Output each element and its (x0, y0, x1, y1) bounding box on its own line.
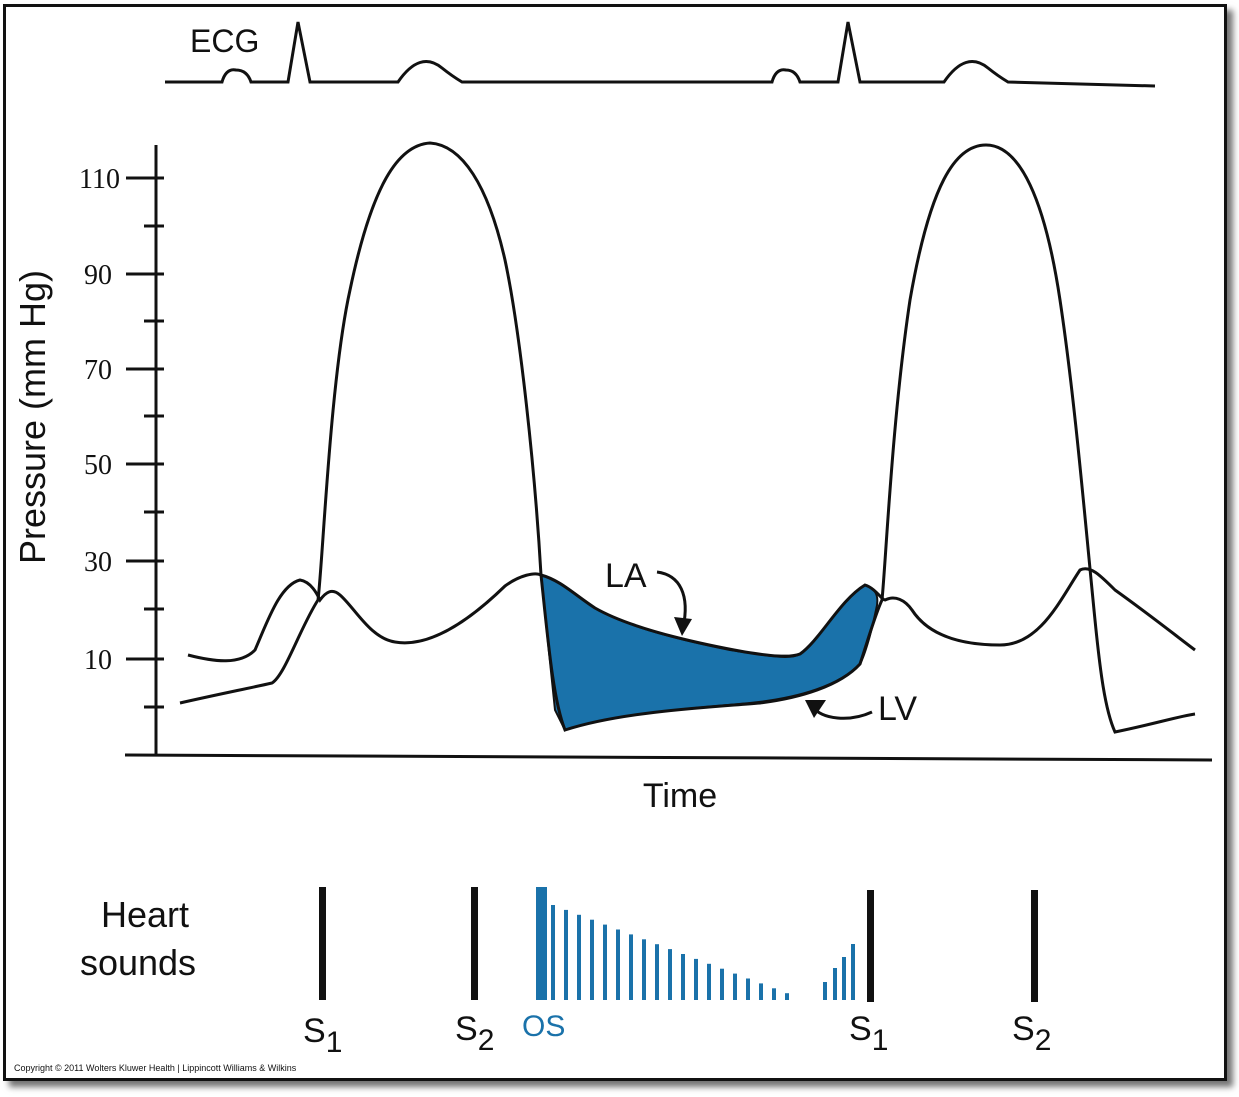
sound-label-s2-second: S2 (1012, 1010, 1051, 1057)
sound-label-s1-second: S1 (849, 1010, 888, 1057)
murmur-bar (590, 919, 594, 1000)
murmur-bar (577, 914, 581, 1000)
ecg-label: ECG (190, 23, 259, 59)
lv-pointer-arrow (810, 705, 873, 720)
s1-bar-first (319, 887, 326, 1000)
y-tick-label-90: 90 (84, 260, 112, 291)
murmur-bar (564, 909, 568, 1000)
murmur-bar (785, 993, 789, 1000)
murmur-bar (642, 939, 646, 1000)
x-axis-title: Time (643, 777, 717, 815)
murmur-bar (772, 988, 776, 1000)
y-tick-label-50: 50 (84, 450, 112, 481)
y-tick-label-110: 110 (79, 164, 120, 195)
sound-label-s2-first: S2 (455, 1010, 494, 1057)
murmur-bar (668, 949, 672, 1000)
sound-label-os: OS (522, 1010, 565, 1043)
lv-arrowhead-icon (805, 700, 826, 718)
sound-label-s1-first: S1 (303, 1012, 342, 1059)
murmur-bar (655, 944, 659, 1000)
presystolic-bar (842, 957, 846, 1000)
murmur-bar (707, 963, 711, 1000)
x-axis (124, 753, 1213, 762)
murmur-bar (694, 958, 698, 1000)
figure-frame (3, 4, 1227, 1081)
murmur-bar (603, 924, 607, 1000)
presystolic-bar (833, 968, 837, 1000)
s2-bar-first (471, 887, 478, 1000)
y-tick-label-70: 70 (84, 355, 112, 386)
y-tick-label-30: 30 (84, 547, 112, 578)
presystolic-bar (823, 982, 827, 1000)
murmur-bar (551, 905, 555, 1000)
lv-label: LV (878, 690, 917, 728)
lv-pressure-curve (179, 141, 1196, 734)
s1-bar-second (867, 890, 874, 1002)
la-label: LA (605, 557, 647, 595)
murmur-bar (759, 983, 763, 1000)
y-axis-title: Pressure (mm Hg) (12, 270, 53, 564)
presystolic-bar (851, 944, 855, 1000)
murmur-bar (616, 929, 620, 1000)
la-arrowhead-icon (674, 617, 692, 636)
murmur-bar (681, 954, 685, 1000)
heart-sounds-label-line2: sounds (80, 942, 196, 983)
ecg-trace (165, 21, 1156, 88)
heart-sounds-label-line1: Heart (101, 894, 189, 935)
copyright-notice: Copyright © 2011 Wolters Kluwer Health |… (14, 1063, 297, 1073)
murmur-bar (746, 978, 750, 1000)
y-tick-label-10: 10 (84, 645, 112, 676)
murmur-bar (720, 968, 724, 1000)
y-axis-ticks (126, 176, 164, 709)
murmur-bar (629, 934, 633, 1000)
murmur-bar (733, 973, 737, 1000)
la-pressure-curve (187, 567, 1196, 663)
os-murmur-bars (536, 887, 855, 1000)
s2-bar-second (1031, 890, 1038, 1002)
